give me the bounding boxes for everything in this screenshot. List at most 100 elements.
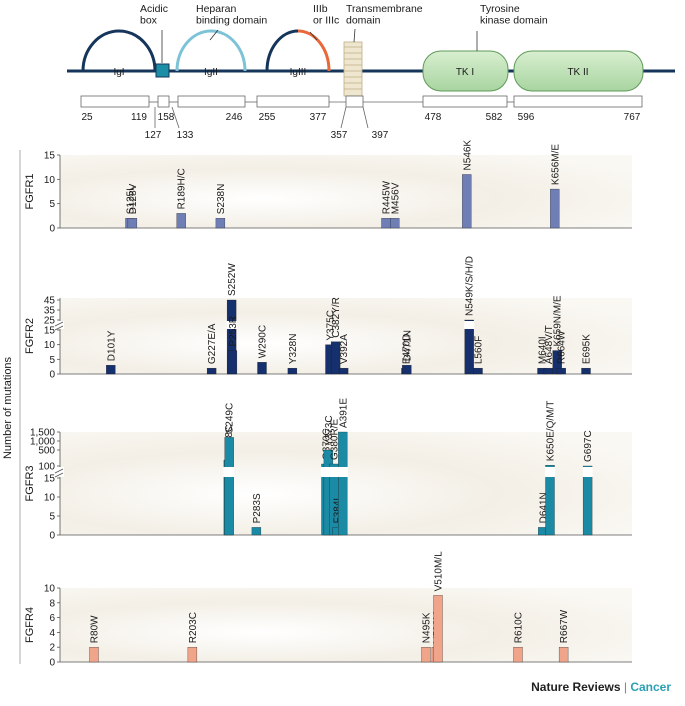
- y-tick-label: 0: [49, 224, 55, 235]
- annotation-ig3-variant: IIIb or IIIc: [313, 3, 339, 27]
- mutation-label: Y328N: [288, 334, 299, 365]
- bar-fgfr2-c382y-r: [330, 341, 341, 375]
- ruler-position: 478: [425, 112, 442, 123]
- mutation-label: R667W: [559, 609, 570, 643]
- bar-fgfr2-g227e-a: [206, 367, 217, 375]
- ig2-label: IgII: [204, 67, 218, 78]
- bar-fgfr3-k650e-q-m-t: [545, 465, 555, 536]
- panel-label: FGFR4: [24, 607, 36, 643]
- tk1-domain: [422, 50, 509, 92]
- ruler-position: 158: [158, 112, 175, 123]
- y-tick-label: 500: [38, 446, 55, 457]
- mutation-label: M456V: [390, 182, 401, 214]
- bar-fgfr1-r189h-c: [176, 213, 186, 229]
- annotation-heparan: Heparan binding domain: [196, 3, 267, 27]
- mutation-label: K650E/Q/M/T: [546, 401, 557, 462]
- bar-fgfr4-n495k: [421, 647, 431, 663]
- mutation-label: L560F: [474, 336, 485, 364]
- bar-fgfr3-s249c: [224, 437, 234, 536]
- ig2-loop: [175, 29, 247, 72]
- mutation-label: S252W: [227, 263, 238, 296]
- bar-fgfr4-v510m-l: [433, 595, 443, 663]
- bar-fgfr2-e695k: [581, 367, 591, 375]
- ruler-position: 127: [145, 130, 162, 141]
- bar-fgfr4-r667w: [558, 647, 569, 663]
- panel-label: FGFR2: [24, 318, 36, 354]
- y-tick-label: 8: [49, 598, 55, 609]
- bar-fgfr2-l560f: [473, 367, 483, 375]
- position-ruler: [80, 95, 643, 129]
- ruler-labels: 25 119 158 246 255 377 478 582 596 767 127 133 357 39…: [81, 112, 640, 141]
- y-tick-label: 15: [44, 474, 56, 485]
- y-tick-label: 15: [44, 326, 56, 337]
- bar-break-gap: [329, 467, 339, 477]
- y-tick-label: 0: [49, 370, 55, 381]
- ruler-position: 119: [131, 112, 147, 123]
- ig1-loop: [81, 29, 157, 72]
- mutation-label: G227E/A: [207, 323, 218, 364]
- annotation-transmembrane: Transmembrane domain: [346, 3, 423, 27]
- bar-fgfr2-y328n: [287, 367, 298, 375]
- bar-break-gap: [226, 321, 237, 329]
- bar-fgfr2-n549k-s-h-d: [464, 319, 474, 375]
- bar-fgfr1-m456v: [390, 218, 400, 229]
- footer: Nature Reviews | Cancer: [531, 680, 671, 694]
- tm-leader: [353, 28, 356, 43]
- mutation-label: V392A: [339, 334, 350, 364]
- mutation-label: D641N: [538, 492, 549, 523]
- mutation-label: D128V: [128, 183, 139, 214]
- panel-label: FGFR3: [24, 465, 36, 501]
- journal-name: Nature Reviews: [531, 680, 621, 694]
- y-tick-label: 100: [38, 462, 55, 473]
- bar-fgfr4-r203c: [187, 647, 198, 663]
- panel-label: FGFR1: [24, 173, 36, 209]
- mutation-label: A391E: [338, 398, 349, 428]
- mutation-label: S125L: [126, 185, 137, 214]
- ruler-position: 582: [486, 112, 503, 123]
- mutation-label: R189H/C: [177, 168, 188, 209]
- annotation-acidic-box: Acidic box: [140, 3, 168, 27]
- mutation-label: N495K: [422, 612, 433, 643]
- y-tick-label: 5: [49, 199, 55, 210]
- ig1-label: IgI: [113, 67, 124, 78]
- mutation-label: R445W: [382, 180, 393, 214]
- y-tick-label: 10: [44, 175, 56, 186]
- panel-fgfr4: 0246810FGFR4R80WR203CN495KV508MV510M/LR6…: [24, 551, 632, 669]
- y-axis-title: Number of mutations: [2, 356, 14, 459]
- bar-fgfr3-a391e: [338, 431, 348, 536]
- ig3-leader: [309, 31, 318, 41]
- y-tick-label: 1,500: [30, 428, 55, 439]
- transmembrane-helix: [343, 41, 363, 97]
- mutation-label: N549K/S/H/D: [465, 256, 476, 316]
- ig3-loop-left: [265, 29, 299, 72]
- panel-background: [60, 588, 632, 662]
- bar-break-gap: [323, 467, 334, 477]
- mutation-label: P283S: [252, 493, 263, 523]
- bar-break-gap: [464, 321, 475, 329]
- bar-fgfr2-p253r: [227, 350, 238, 375]
- y-tick-label: 10: [44, 340, 56, 351]
- ruler-position: 596: [518, 112, 535, 123]
- axis-break-gap: [56, 467, 64, 477]
- bar-fgfr1-n546k: [462, 174, 472, 229]
- bar-break-gap: [582, 467, 593, 477]
- y-tick-label: 35: [44, 306, 56, 317]
- mutation-label: Y375C: [326, 310, 337, 341]
- mutation-label: A648V/T: [544, 325, 555, 364]
- ruler-position: 357: [331, 130, 348, 141]
- panel-background: [60, 298, 632, 374]
- mutation-label: R203C: [188, 612, 199, 643]
- bar-fgfr3-g697c: [582, 465, 593, 536]
- ruler-position: 767: [624, 112, 641, 123]
- journal-section: Cancer: [630, 680, 671, 694]
- bar-fgfr2-v392a: [338, 367, 349, 375]
- ruler-position: 133: [177, 130, 194, 141]
- bar-fgfr2-d471n: [402, 365, 412, 375]
- axis-break-gap: [56, 321, 64, 329]
- mutation-label: K659N/M/E: [553, 295, 564, 346]
- mutation-label: R80W: [90, 615, 101, 643]
- y-tick-label: 0: [49, 531, 55, 542]
